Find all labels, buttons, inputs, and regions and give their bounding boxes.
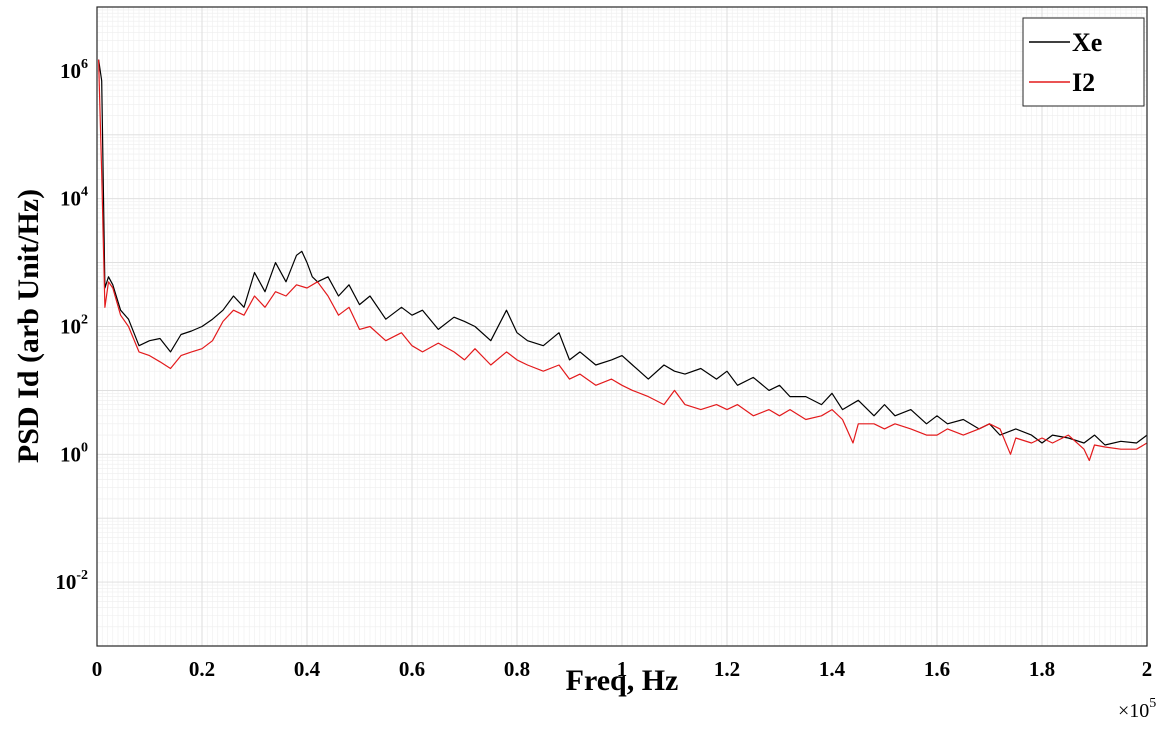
x-axis-label: Freq, Hz	[566, 664, 679, 697]
series-layer	[98, 59, 1148, 462]
x-multiplier-base: ×10	[1118, 700, 1149, 722]
x-tick-label: 1.4	[819, 657, 846, 681]
y-axis-label: PSD Id (arb Unit/Hz)	[12, 189, 45, 463]
y-tick-label: 100	[60, 440, 88, 466]
series-line-xe	[98, 59, 1148, 446]
y-tick-labels: 10-2 100 102 104 106	[55, 57, 88, 594]
y-tick-label: 102	[60, 313, 88, 339]
y-tick-label: 104	[60, 185, 88, 211]
plot-frame	[96, 6, 1148, 647]
x-tick-labels: 0 0.2 0.4 0.6 0.8 1 1.2 1.4 1.6 1.8 2	[92, 657, 1153, 681]
legend-label-i2: I2	[1072, 68, 1095, 97]
legend: Xe I2	[1022, 17, 1145, 107]
y-tick-label: 106	[60, 57, 88, 83]
x-tick-label: 0.4	[294, 657, 321, 681]
y-tick-label: 10-2	[55, 568, 88, 594]
series-line-i2	[98, 59, 1148, 462]
x-tick-label: 0.8	[504, 657, 530, 681]
x-tick-label: 0.2	[189, 657, 215, 681]
x-tick-label: 1.2	[714, 657, 740, 681]
svg-text:×105: ×105	[1118, 696, 1156, 722]
x-tick-label: 2	[1142, 657, 1153, 681]
x-multiplier: ×105	[1118, 696, 1156, 722]
x-tick-label: 0.6	[399, 657, 425, 681]
legend-label-xe: Xe	[1072, 28, 1102, 57]
legend-box	[1022, 17, 1145, 107]
x-tick-label: 1.8	[1029, 657, 1055, 681]
x-tick-label: 1.6	[924, 657, 950, 681]
x-multiplier-exponent: 5	[1149, 696, 1156, 711]
x-tick-label: 1	[617, 657, 628, 681]
x-tick-label: 0	[92, 657, 103, 681]
